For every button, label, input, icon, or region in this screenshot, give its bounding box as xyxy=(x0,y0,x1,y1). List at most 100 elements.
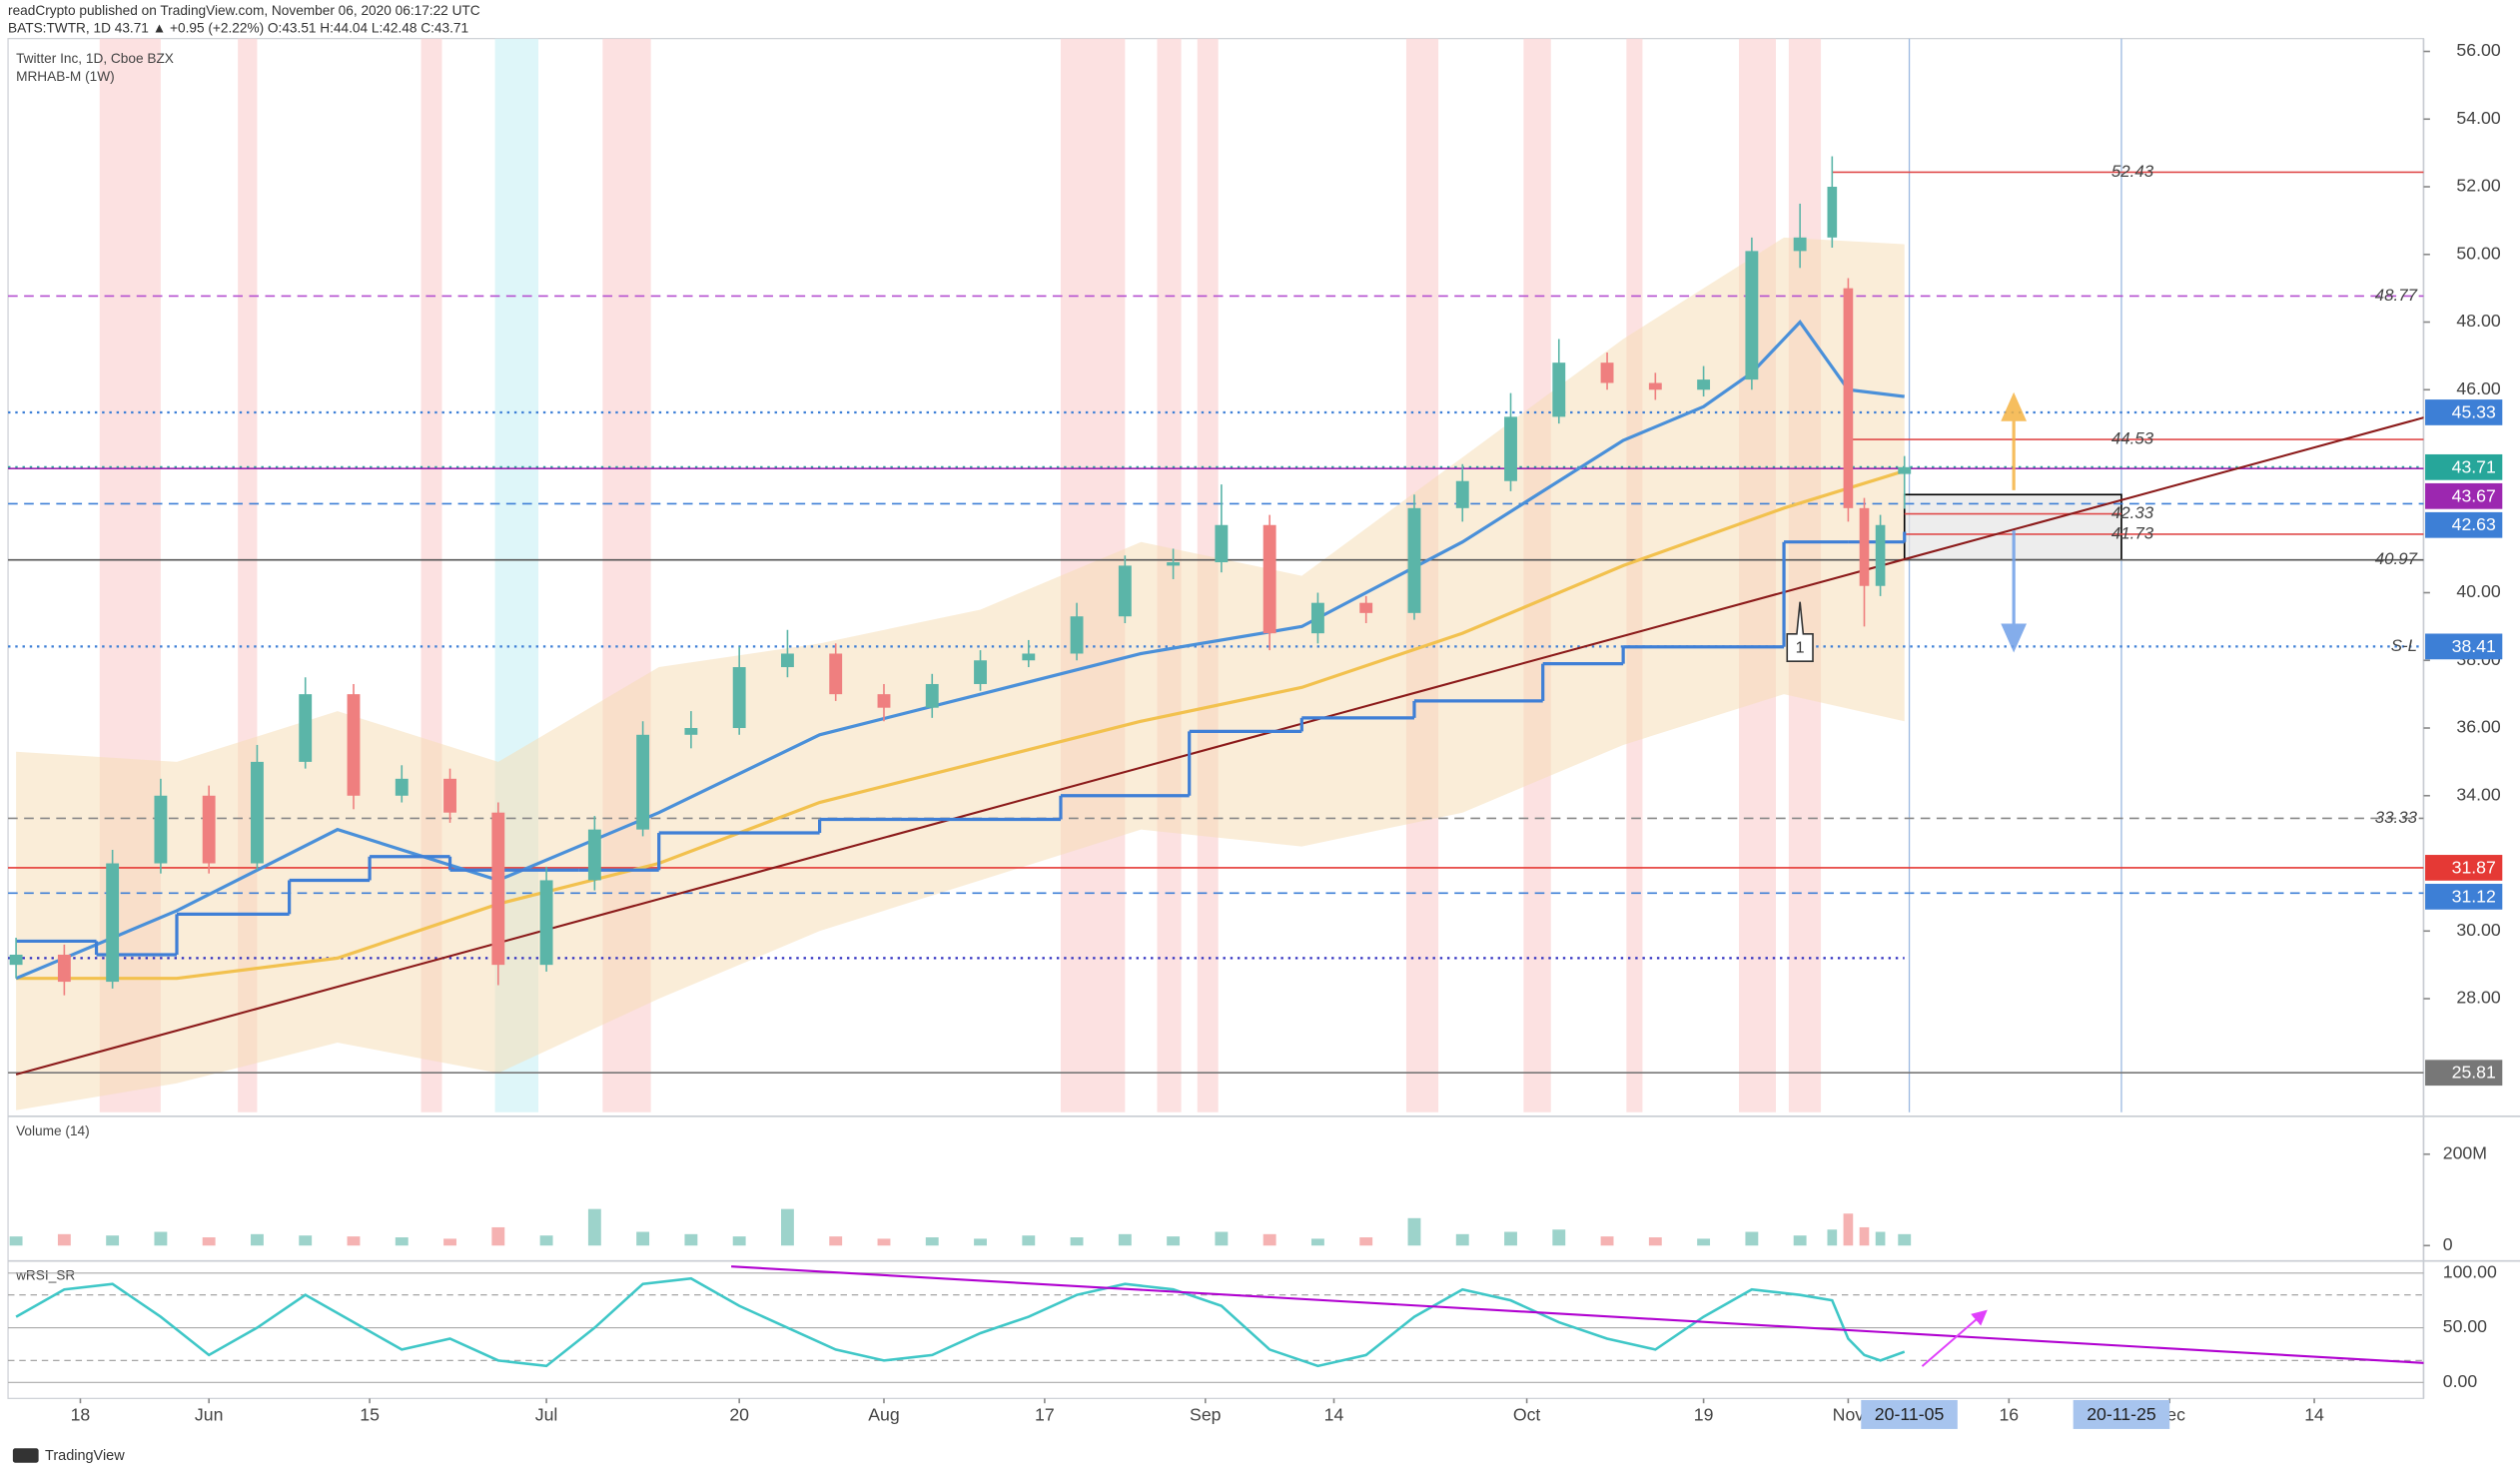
volume-bar xyxy=(57,1233,71,1246)
candle-body xyxy=(1310,602,1324,634)
candle-body xyxy=(974,660,987,684)
candle-body xyxy=(1167,562,1181,566)
price-tick-label: 36.00 xyxy=(2456,717,2500,737)
time-tick-label: Jul xyxy=(535,1405,558,1425)
up-arrow xyxy=(2001,391,2028,490)
volume-bar xyxy=(1875,1231,1886,1246)
rsi-tick-label: 0.00 xyxy=(2443,1371,2478,1391)
volume-bar xyxy=(732,1236,746,1246)
legend-entry: MRHAB-M (1W) xyxy=(16,69,115,84)
down-arrow xyxy=(2001,530,2028,653)
volume-bar xyxy=(9,1236,23,1246)
candle-body xyxy=(1504,416,1517,481)
envelope-band xyxy=(16,237,1905,1110)
price-badge xyxy=(2425,633,2503,660)
candle-body xyxy=(732,667,746,729)
volume-bar xyxy=(539,1235,553,1246)
candle-body xyxy=(106,863,120,983)
candle-body xyxy=(154,795,168,864)
trendline xyxy=(15,416,2424,1076)
volume-bar xyxy=(877,1238,891,1246)
volume-bar xyxy=(1215,1231,1229,1246)
candle-body xyxy=(539,880,553,966)
price-badge xyxy=(2425,855,2503,881)
time-marker-label: 20-11-25 xyxy=(2087,1404,2156,1424)
volume-bar xyxy=(925,1237,939,1246)
volume-bar xyxy=(395,1237,409,1246)
price-badge xyxy=(2425,511,2503,538)
price-badge-label: 38.41 xyxy=(2452,636,2496,656)
time-tick-label: 15 xyxy=(360,1405,380,1425)
candle-body xyxy=(1648,382,1662,390)
price-badge-label: 45.33 xyxy=(2452,401,2496,421)
level-label: 44.53 xyxy=(2111,429,2154,448)
volume-pane: Volume (14) xyxy=(9,1123,1912,1246)
price-tick-label: 28.00 xyxy=(2456,988,2500,1008)
candle-body xyxy=(1898,466,1912,474)
level-label: 52.43 xyxy=(2111,162,2154,181)
volume-bar xyxy=(299,1235,313,1246)
volume-bar xyxy=(781,1208,794,1246)
arrows xyxy=(1921,391,2028,1367)
price-tick-label: 34.00 xyxy=(2456,784,2500,804)
volume-bar xyxy=(1022,1235,1036,1246)
volume-bar xyxy=(636,1231,650,1246)
volume-bar xyxy=(1359,1237,1373,1246)
candle-body xyxy=(202,795,216,864)
volume-bar xyxy=(587,1208,601,1246)
axes: 28.0030.0034.0036.0038.0040.0046.0048.00… xyxy=(71,40,2503,1429)
time-tick-label: Aug xyxy=(868,1405,899,1425)
candle-body xyxy=(1552,363,1566,417)
rsi-tick-label: 100.00 xyxy=(2443,1261,2497,1281)
candle-body xyxy=(1697,379,1711,390)
candle-body xyxy=(299,694,313,762)
volume-bar xyxy=(1407,1217,1421,1246)
volume-bar xyxy=(347,1236,361,1246)
time-tick-label: 19 xyxy=(1694,1405,1714,1425)
publish-line: readCrypto published on TradingView.com,… xyxy=(8,3,480,18)
candle-body xyxy=(925,683,939,708)
level-label: 41.73 xyxy=(2111,523,2154,542)
candle-body xyxy=(1118,565,1132,617)
callout-bubble xyxy=(1786,601,1814,663)
candle-body xyxy=(491,812,505,966)
time-tick-label: 14 xyxy=(2304,1405,2324,1425)
volume-bar xyxy=(443,1238,456,1246)
volume-bar xyxy=(1843,1213,1854,1246)
time-tick-label: Sep xyxy=(1190,1405,1222,1425)
candle-body xyxy=(347,694,361,796)
candle-body xyxy=(1407,507,1421,613)
candle-body xyxy=(1262,524,1276,634)
price-badge xyxy=(2425,399,2503,425)
volume-bar xyxy=(1118,1233,1132,1246)
volume-bar xyxy=(1262,1233,1276,1246)
candle-body xyxy=(1859,507,1870,586)
volume-bar xyxy=(1600,1236,1614,1246)
candle-body xyxy=(1022,653,1036,661)
price-tick-label: 50.00 xyxy=(2456,243,2500,263)
time-marker-badge xyxy=(1861,1399,1958,1429)
rsi-tick-label: 50.00 xyxy=(2443,1316,2487,1336)
candle-body xyxy=(1215,524,1229,563)
volume-bar xyxy=(1455,1233,1469,1246)
time-marker-label: 20-11-05 xyxy=(1875,1404,1945,1424)
candle-body xyxy=(1455,480,1469,508)
ma-line xyxy=(16,469,1906,981)
price-badge xyxy=(2425,453,2503,480)
candle-body xyxy=(251,761,264,864)
rsi-arrow xyxy=(1921,1309,1988,1367)
price-badge xyxy=(2425,482,2503,509)
price-tick-label: 54.00 xyxy=(2456,108,2500,128)
price-badge-label: 43.67 xyxy=(2452,485,2496,505)
candle-body xyxy=(395,778,409,796)
volume-bar xyxy=(684,1233,698,1246)
time-tick-label: 14 xyxy=(1324,1405,1344,1425)
price-tick-label: 48.00 xyxy=(2456,311,2500,331)
footer-logo xyxy=(12,1448,39,1463)
level-label: 33.33 xyxy=(2375,808,2418,827)
callout-label: 1 xyxy=(1796,639,1805,657)
volume-tick-label: 200M xyxy=(2443,1142,2487,1162)
price-tick-label: 30.00 xyxy=(2456,920,2500,940)
rsi-line xyxy=(15,1276,1906,1368)
